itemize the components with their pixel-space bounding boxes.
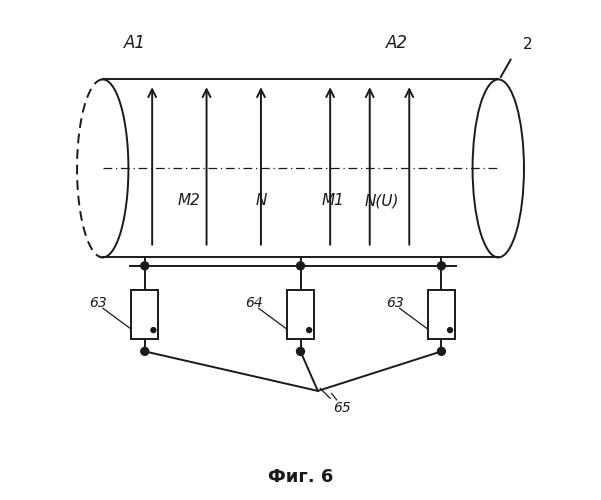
- Text: M2: M2: [178, 193, 201, 208]
- Text: 64: 64: [245, 296, 263, 310]
- Bar: [103, 80, 498, 258]
- Text: 63: 63: [386, 296, 403, 310]
- Circle shape: [438, 348, 445, 356]
- Circle shape: [296, 262, 305, 270]
- Circle shape: [296, 348, 305, 356]
- Text: M1: M1: [321, 193, 344, 208]
- Circle shape: [141, 262, 148, 270]
- Circle shape: [307, 328, 312, 332]
- Bar: [428, 290, 455, 339]
- Bar: [287, 290, 314, 339]
- Circle shape: [448, 328, 453, 332]
- Circle shape: [151, 328, 156, 332]
- Text: A1: A1: [124, 34, 146, 52]
- Text: 2: 2: [523, 37, 532, 52]
- Text: 63: 63: [89, 296, 107, 310]
- Ellipse shape: [77, 80, 129, 258]
- Text: A2: A2: [386, 34, 408, 52]
- Text: Фиг. 6: Фиг. 6: [268, 468, 333, 486]
- Circle shape: [438, 262, 445, 270]
- Bar: [131, 290, 158, 339]
- Text: N(U): N(U): [365, 193, 399, 208]
- Text: N: N: [255, 193, 267, 208]
- Text: 65: 65: [332, 401, 350, 415]
- Circle shape: [141, 348, 148, 356]
